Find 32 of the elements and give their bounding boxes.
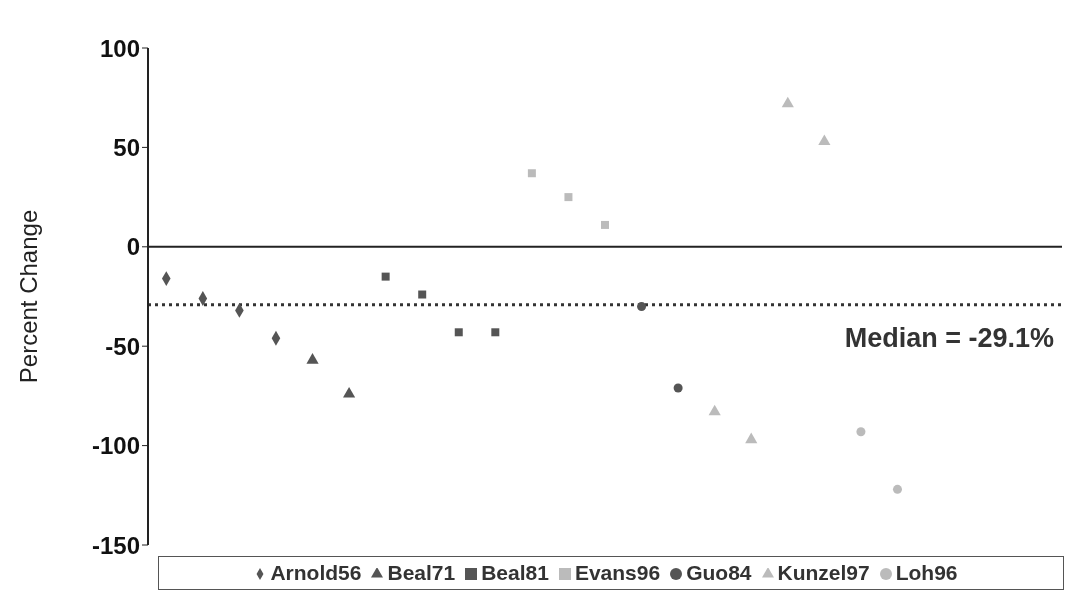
point [564, 193, 573, 202]
y-tick-label: 50 [113, 133, 140, 161]
legend-label: Guo84 [686, 561, 752, 584]
legend-label: Evans96 [574, 561, 661, 584]
point [454, 328, 463, 337]
point [306, 353, 319, 364]
point [818, 134, 831, 145]
legend-label: Beal81 [481, 561, 549, 584]
point [601, 220, 609, 229]
point [418, 290, 427, 299]
point [491, 328, 500, 337]
point [673, 383, 683, 393]
point [708, 404, 721, 416]
ref-line-label: Median = -29.1% [844, 322, 1054, 353]
y-axis-title: Percent Change [14, 209, 42, 384]
y-tick-label: 0 [126, 233, 140, 261]
point [637, 301, 647, 311]
y-tick-label: -100 [91, 432, 140, 460]
point [527, 169, 536, 178]
legend-label: Beal71 [387, 561, 456, 584]
y-tick-label: 100 [99, 34, 140, 62]
legend-label: Loh96 [895, 561, 958, 584]
legend-label: Arnold56 [270, 561, 362, 584]
legend-label: Kunzel97 [777, 561, 870, 584]
point [856, 427, 866, 437]
point [745, 432, 758, 444]
point [381, 272, 390, 281]
y-tick-label: -150 [91, 531, 140, 559]
y-tick-label: -50 [105, 332, 140, 360]
point [892, 484, 902, 494]
point [343, 386, 356, 398]
point [781, 96, 794, 108]
